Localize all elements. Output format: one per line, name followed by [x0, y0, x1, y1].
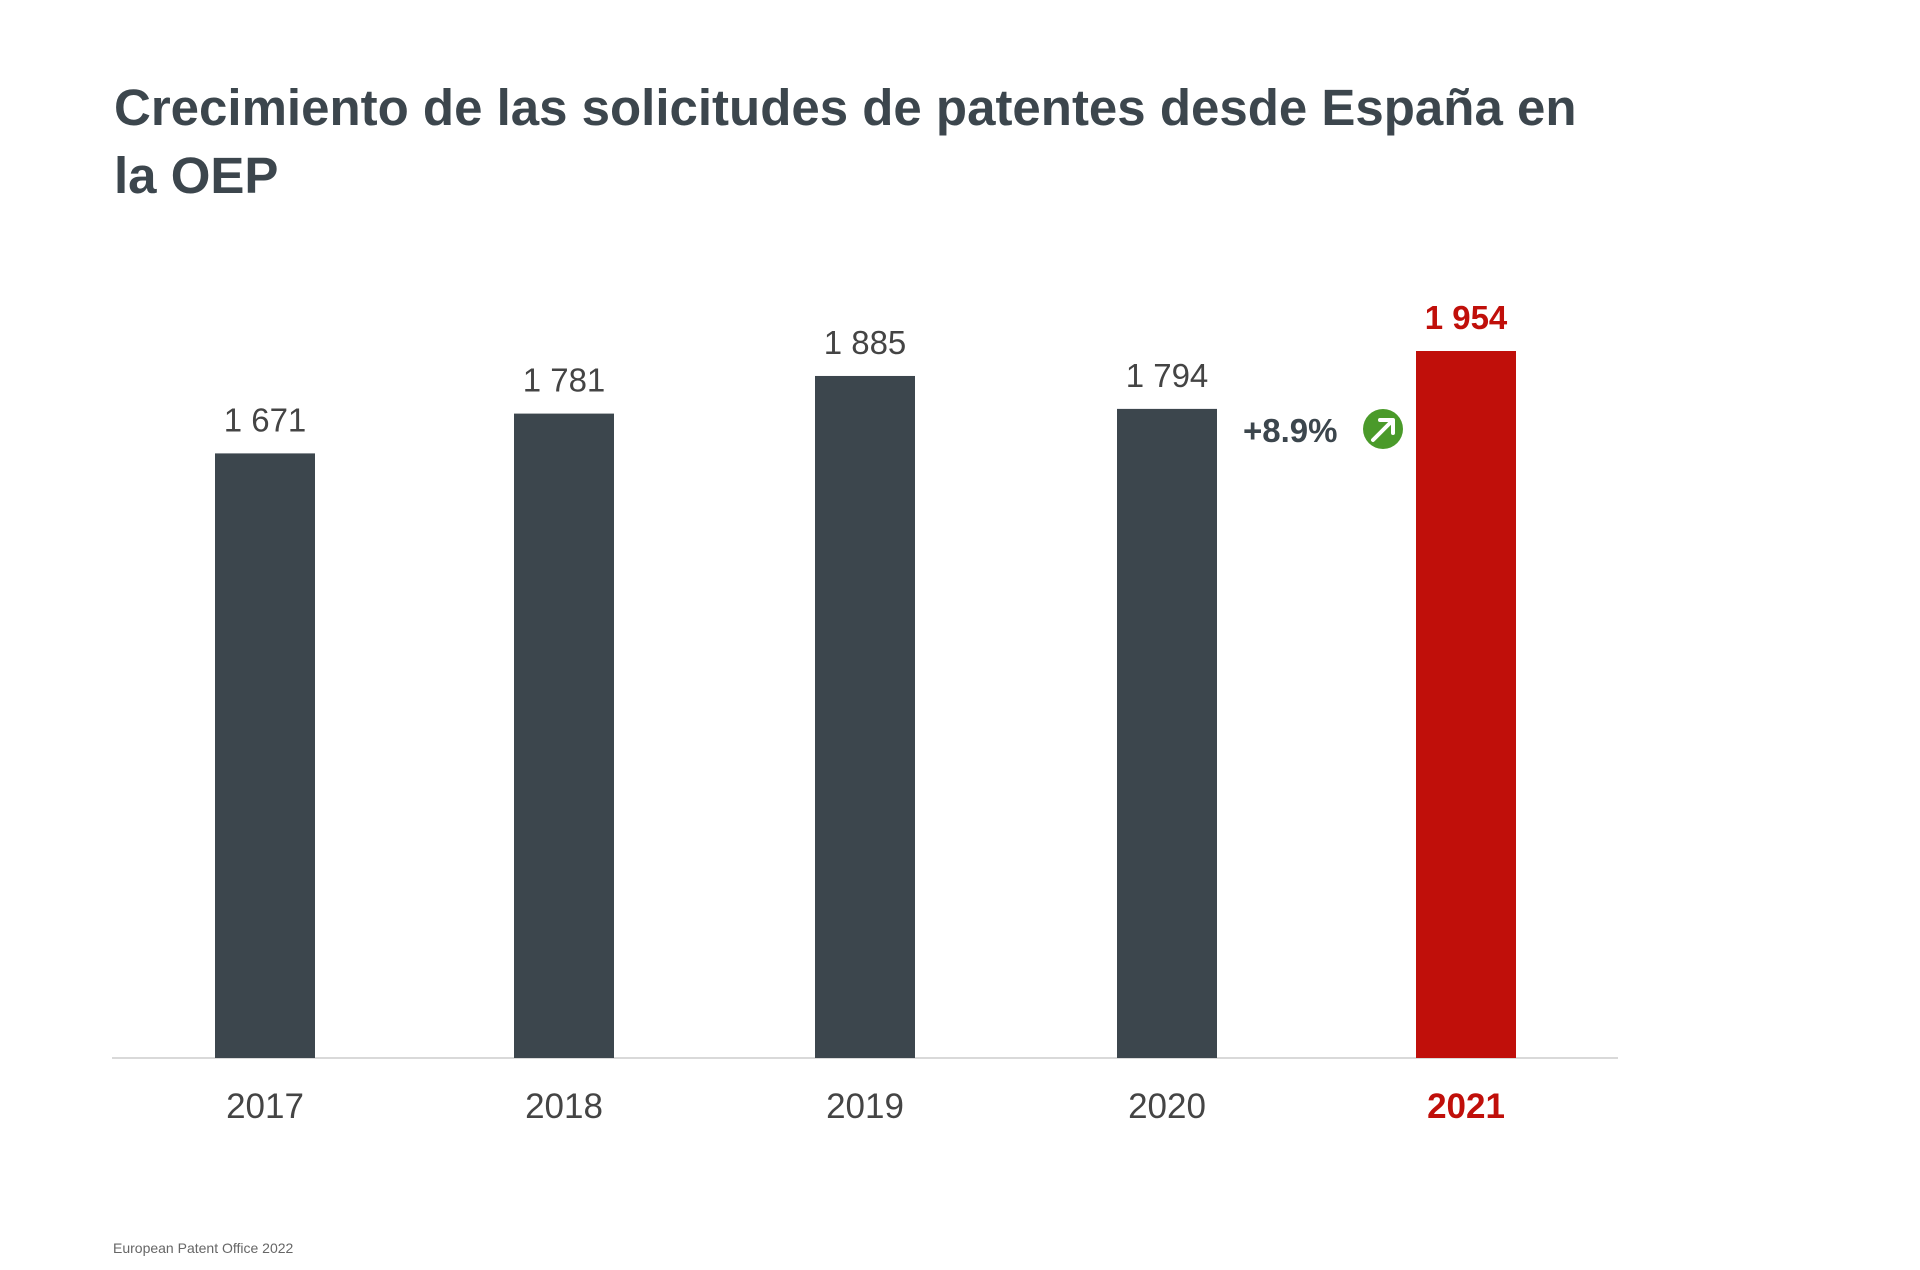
- x-tick-label-2019: 2019: [826, 1087, 904, 1126]
- chart-title: Crecimiento de las solicitudes de patent…: [114, 79, 1577, 204]
- bar-2019: [815, 375, 915, 1058]
- x-tick-label-2018: 2018: [525, 1087, 603, 1126]
- data-label-2020: 1 794: [1126, 357, 1209, 394]
- data-label-2017: 1 671: [224, 401, 307, 438]
- bar-2018: [514, 413, 614, 1058]
- growth-annotation: +8.9%: [1243, 412, 1338, 449]
- data-label-2021: 1 954: [1425, 299, 1508, 336]
- x-tick-label-2017: 2017: [226, 1087, 304, 1126]
- x-tick-label-2021: 2021: [1427, 1087, 1505, 1126]
- arrow-up-right-icon: [1371, 418, 1395, 442]
- data-label-2018: 1 781: [523, 362, 606, 399]
- data-label-2019: 1 885: [824, 324, 907, 361]
- bar-2020: [1117, 408, 1217, 1059]
- x-tick-label-2020: 2020: [1128, 1087, 1206, 1126]
- bar-2017: [215, 453, 315, 1058]
- source-note: European Patent Office 2022: [113, 1240, 294, 1256]
- bar-2021: [1416, 351, 1516, 1058]
